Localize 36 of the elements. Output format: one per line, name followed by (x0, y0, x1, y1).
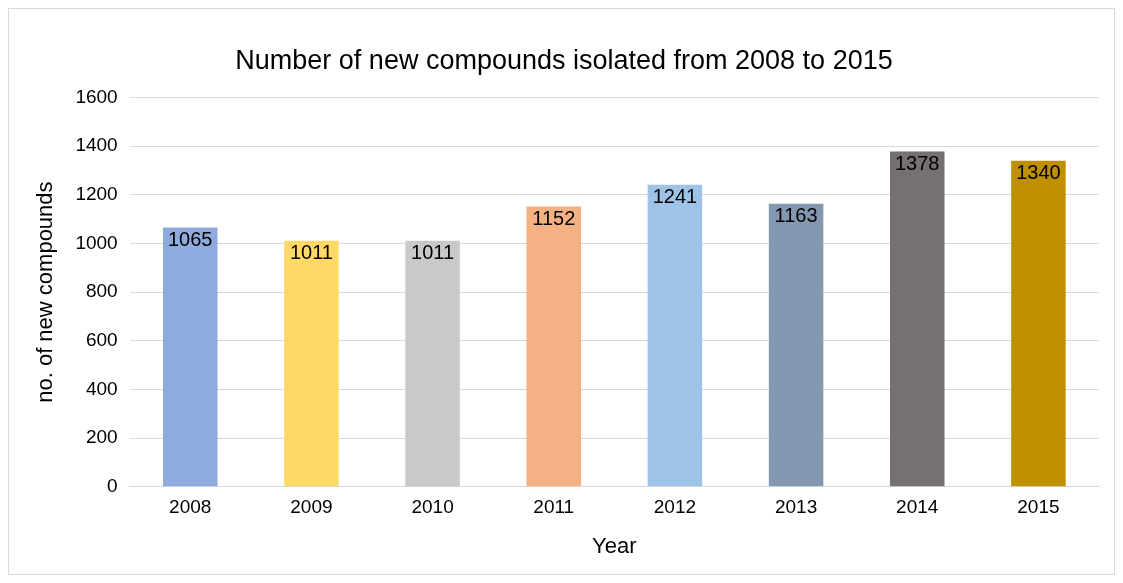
y-tick-label: 1200 (75, 182, 118, 204)
y-tick-label: 400 (85, 377, 118, 399)
bar (405, 240, 460, 487)
y-axis-title: no. of new compounds (32, 181, 58, 403)
y-tick-label: 1400 (75, 134, 118, 156)
chart-title: Number of new compounds isolated from 2008 to 2015 (235, 44, 893, 75)
bar (284, 240, 339, 487)
x-tick-label: 2015 (1017, 496, 1060, 518)
x-tick-label: 2013 (774, 496, 818, 518)
x-tick-label: 2009 (290, 496, 333, 518)
data-label: 1340 (1016, 161, 1061, 184)
data-label: 1011 (411, 241, 455, 264)
y-tick-label: 0 (107, 475, 118, 497)
x-tick-label: 2014 (896, 496, 939, 518)
bar (526, 206, 582, 487)
bar (768, 203, 824, 487)
y-tick-label: 200 (85, 426, 118, 448)
bar (647, 184, 703, 487)
x-axis-title: Year (592, 532, 637, 558)
bar (889, 151, 945, 487)
x-tick-label: 2011 (533, 496, 575, 518)
x-tick-label: 2008 (169, 496, 212, 518)
data-label: 1163 (774, 204, 818, 227)
bar (162, 227, 218, 487)
data-label: 1378 (895, 151, 940, 174)
y-tick-label: 800 (85, 280, 118, 302)
x-tick-label: 2012 (653, 496, 697, 518)
bar (1011, 160, 1066, 487)
data-label: 1011 (289, 241, 333, 264)
y-tick-label: 1000 (75, 231, 118, 253)
y-tick-label: 600 (85, 329, 118, 351)
x-tick-label: 2010 (411, 496, 454, 518)
data-label: 1065 (168, 228, 213, 251)
data-label: 1241 (652, 185, 698, 208)
y-tick-label: 1600 (75, 85, 118, 107)
data-label: 1152 (532, 206, 576, 229)
